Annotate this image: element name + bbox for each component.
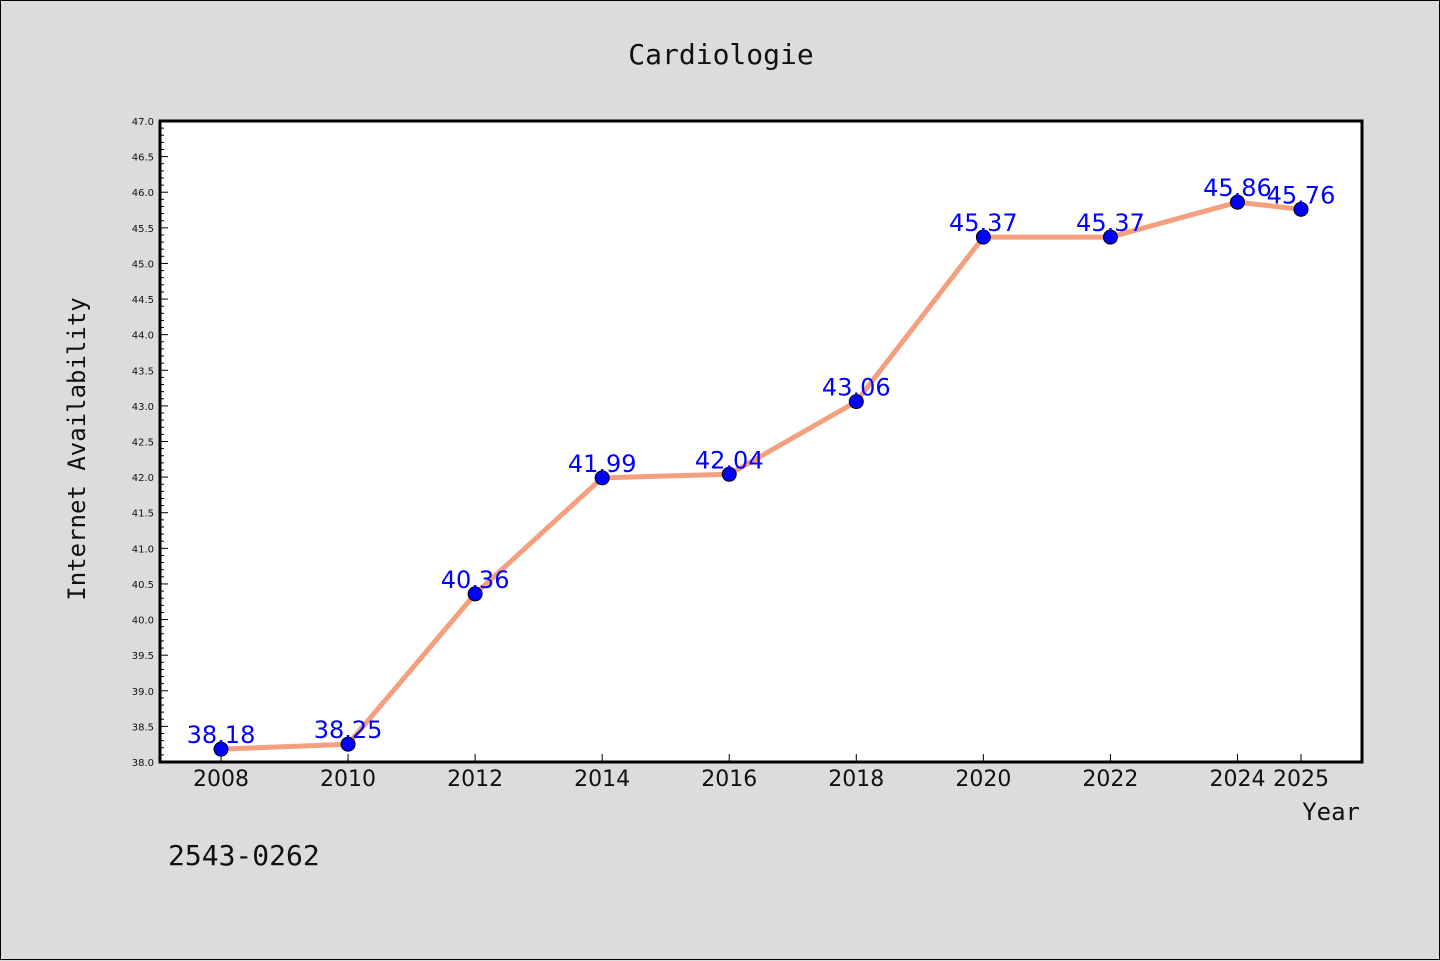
plot-area — [158, 119, 1364, 764]
y-tick-label: 41.0 — [132, 544, 154, 555]
y-tick-label: 42.5 — [132, 438, 154, 449]
y-tick-label: 40.5 — [132, 580, 154, 591]
x-tick-label: 2025 — [1273, 767, 1329, 792]
data-label: 38.18 — [187, 721, 256, 749]
data-label: 41.99 — [568, 450, 637, 478]
data-point — [975, 229, 991, 245]
y-tick-label: 40.0 — [132, 616, 154, 627]
y-tick-label: 45.0 — [132, 259, 154, 270]
y-tick-label: 43.0 — [132, 402, 154, 413]
y-axis-title: Internet Availability — [63, 297, 91, 600]
y-tick-label: 43.5 — [132, 366, 154, 377]
x-tick-label: 2014 — [574, 767, 630, 792]
series-line — [220, 199, 1302, 752]
x-tick-label: 2022 — [1082, 767, 1138, 792]
data-label: 45.37 — [949, 209, 1018, 237]
y-tick-label: 39.0 — [132, 687, 154, 698]
data-labels: 38.18 38.25 40.36 41.99 42.04 43.06 45.37 45.37… — [187, 174, 1336, 749]
data-label: 40.36 — [441, 566, 510, 594]
data-label: 43.06 — [822, 374, 891, 402]
data-point — [1102, 229, 1118, 245]
y-tick-label: 41.5 — [132, 509, 154, 520]
data-point — [594, 470, 610, 486]
y-tick-label: 45.5 — [132, 224, 154, 235]
series-group — [213, 194, 1309, 757]
x-tick-label: 2020 — [955, 767, 1011, 792]
footnote-code: 2543-0262 — [168, 839, 320, 872]
y-tick-label: 44.5 — [132, 295, 154, 306]
data-point — [213, 741, 229, 757]
data-point — [848, 394, 864, 410]
y-tick-label: 46.5 — [132, 153, 154, 164]
y-tick-label: 42.0 — [132, 473, 154, 484]
chart-title: Cardiologie — [628, 38, 813, 71]
data-label: 42.04 — [695, 446, 764, 474]
data-label: 38.25 — [314, 716, 383, 744]
data-point — [1293, 201, 1309, 217]
data-label: 45.37 — [1076, 209, 1145, 237]
y-tick-label: 38.0 — [132, 758, 154, 769]
x-tick-label: 2018 — [828, 767, 884, 792]
x-tick-label: 2010 — [320, 767, 376, 792]
data-point — [340, 736, 356, 752]
x-tick-label: 2024 — [1209, 767, 1265, 792]
data-point — [721, 466, 737, 482]
x-axis-title: Year — [1302, 798, 1360, 826]
y-tick-label: 39.5 — [132, 651, 154, 662]
x-tick-label: 2016 — [701, 767, 757, 792]
data-point — [1229, 194, 1245, 210]
data-label: 45.86 — [1203, 174, 1272, 202]
y-tick-label: 46.0 — [132, 188, 154, 199]
data-label: 45.76 — [1267, 181, 1336, 209]
y-tick-label: 47.0 — [132, 117, 154, 128]
data-point — [467, 586, 483, 602]
y-tick-label: 44.0 — [132, 331, 154, 342]
x-axis-ticks: 2008 2010 2012 2014 2016 2018 2020 2022 2024 2025 — [193, 754, 1329, 792]
x-tick-label: 2008 — [193, 767, 249, 792]
x-tick-label: 2012 — [447, 767, 503, 792]
y-axis-ticks: 38.0 38.5 39.0 39.5 40.0 40.5 41.0 41.5 42.0 42.5… — [132, 117, 168, 769]
y-tick-label: 38.5 — [132, 722, 154, 733]
